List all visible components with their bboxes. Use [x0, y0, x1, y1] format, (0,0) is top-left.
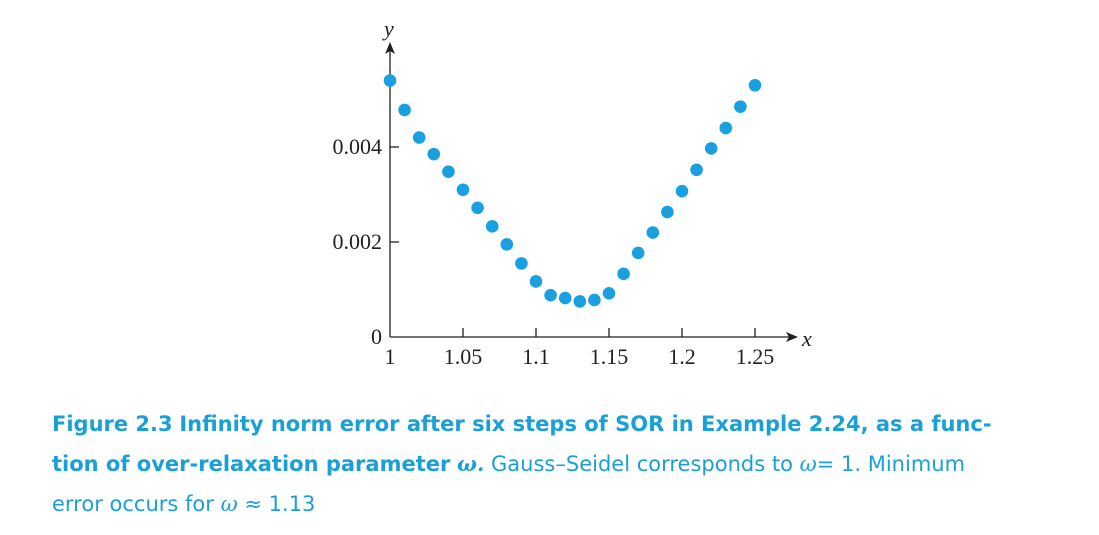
- data-points: [383, 74, 762, 308]
- data-point: [558, 291, 572, 305]
- caption-label: Figure 2.3: [52, 412, 173, 436]
- data-point: [704, 142, 718, 155]
- data-point: [383, 74, 397, 87]
- data-point: [500, 238, 514, 251]
- data-point: [529, 275, 543, 288]
- caption-omega-eq: ω: [799, 452, 817, 476]
- caption-text-2: error occurs for: [52, 492, 214, 516]
- data-point: [661, 205, 674, 219]
- data-point: [631, 246, 645, 260]
- y-tick-label: 0.002: [333, 229, 383, 254]
- x-axis-label: x: [801, 326, 812, 351]
- x-tick-label: 1.15: [590, 344, 629, 369]
- data-point: [412, 131, 426, 144]
- data-point: [573, 295, 587, 308]
- data-point: [734, 100, 747, 113]
- data-point: [690, 163, 703, 177]
- data-point: [398, 103, 411, 117]
- data-point: [719, 121, 733, 135]
- caption-approx: ≈ 1.13: [244, 492, 316, 516]
- y-axis-arrow: [385, 42, 395, 54]
- x-tick-label: 1.05: [444, 344, 483, 369]
- caption-title-1: Infinity norm error after six steps of S…: [179, 412, 992, 436]
- data-point: [427, 147, 441, 161]
- data-point: [617, 267, 630, 281]
- caption-eq: = 1. Minimum: [816, 452, 966, 476]
- scatter-chart: 1 1.05 1.1 1.15 1.2 1.25 0 0.002 0.004 y x: [333, 16, 813, 369]
- caption-omega-approx: ω: [220, 492, 238, 516]
- x-tick-label: 1.1: [522, 344, 550, 369]
- x-tick-label: 1: [385, 344, 396, 369]
- x-tick-label: 1.25: [736, 344, 775, 369]
- data-point: [471, 201, 484, 215]
- figure-caption: Figure 2.3 Infinity norm error after six…: [52, 404, 1052, 524]
- data-point: [515, 257, 528, 270]
- caption-text-1: Gauss–Seidel corresponds to: [491, 452, 793, 476]
- x-axis-arrow: [786, 332, 798, 342]
- x-tick-label: 1.2: [668, 344, 696, 369]
- y-tick-label: 0: [371, 324, 382, 349]
- caption-title-2: tion of over-relaxation parameter: [52, 452, 451, 476]
- y-tick-label: 0.004: [333, 134, 383, 159]
- y-axis-label: y: [382, 16, 394, 41]
- data-point: [485, 220, 499, 233]
- ticks: 1 1.05 1.1 1.15 1.2 1.25 0 0.002 0.004: [333, 134, 775, 369]
- axes: [385, 42, 798, 342]
- data-point: [544, 288, 557, 302]
- caption-omega: ω.: [457, 451, 485, 476]
- data-point: [675, 184, 689, 198]
- data-point: [646, 226, 660, 239]
- data-point: [602, 287, 616, 300]
- data-point: [442, 165, 455, 178]
- data-point: [456, 183, 470, 197]
- data-point: [588, 293, 601, 307]
- data-point: [748, 78, 762, 92]
